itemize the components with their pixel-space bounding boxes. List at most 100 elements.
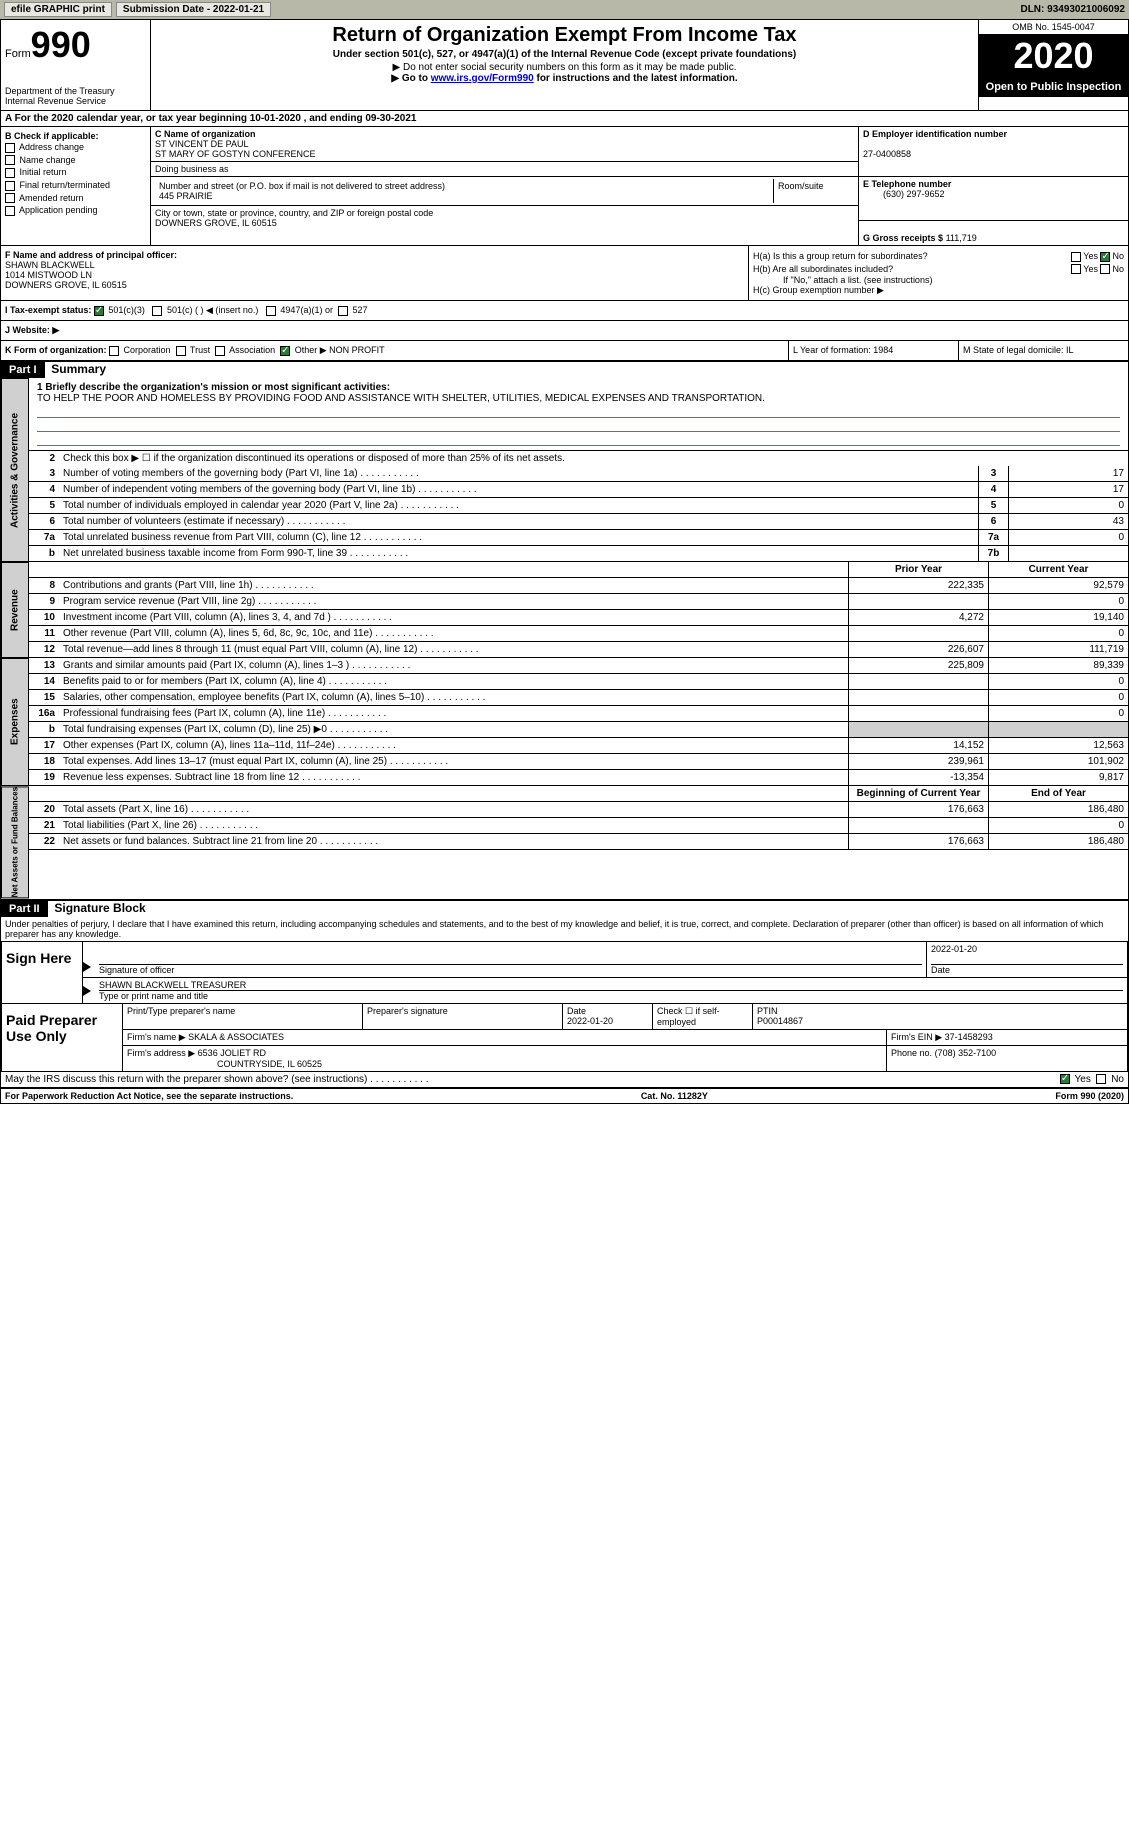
side-rev: Revenue — [1, 562, 29, 658]
irs-link[interactable]: www.irs.gov/Form990 — [431, 73, 534, 84]
tax-year: 2020 — [979, 35, 1128, 77]
section-fgh: F Name and address of principal officer:… — [1, 246, 1128, 301]
main-title: Return of Organization Exempt From Incom… — [155, 24, 974, 47]
declaration: Under penalties of perjury, I declare th… — [1, 917, 1128, 941]
section-b-row: B Check if applicable: Address change Na… — [1, 127, 1128, 246]
form-box: Form990 Department of the Treasury Inter… — [1, 20, 151, 110]
part1: Part I Summary Activities & Governance 1… — [1, 362, 1128, 900]
form-prefix: Form — [5, 48, 31, 60]
footer-left: For Paperwork Reduction Act Notice, see … — [5, 1091, 293, 1101]
state-domicile: M State of legal domicile: IL — [958, 341, 1128, 360]
discuss-row: May the IRS discuss this return with the… — [1, 1072, 1128, 1089]
paid-label: Paid Preparer Use Only — [2, 1004, 122, 1071]
mission-text: TO HELP THE POOR AND HOMELESS BY PROVIDI… — [37, 393, 765, 404]
dln-text: DLN: 93493021006092 — [1020, 4, 1125, 15]
ha-yes-check[interactable] — [1071, 252, 1081, 262]
hb-yes-check[interactable] — [1071, 264, 1081, 274]
current-hdr: Current Year — [988, 562, 1128, 577]
org-name-2: ST MARY OF GOSTYN CONFERENCE — [155, 149, 316, 159]
arrow-icon — [83, 986, 91, 996]
firm-addr2: COUNTRYSIDE, IL 60525 — [127, 1059, 322, 1069]
sig-name: SHAWN BLACKWELL TREASURER — [99, 980, 246, 990]
footer-mid: Cat. No. 11282Y — [641, 1091, 708, 1101]
phone-row: E Telephone number (630) 297-9652 — [859, 177, 1128, 221]
begin-hdr: Beginning of Current Year — [848, 786, 988, 801]
sig-date-val: 2022-01-20 — [931, 944, 977, 954]
col-h: H(a) Is this a group return for subordin… — [748, 246, 1128, 300]
website-row: J Website: ▶ — [1, 321, 1128, 341]
sign-here-row: Sign Here Signature of officer 2022-01-2… — [1, 941, 1128, 1004]
gross-amount: 111,719 — [946, 233, 977, 243]
ein-value: 27-0400858 — [863, 149, 911, 159]
open-public: Open to Public Inspection — [979, 77, 1128, 97]
part2-title: Signature Block — [50, 899, 149, 917]
prep-name-label: Print/Type preparer's name — [123, 1004, 363, 1029]
prep-phone: (708) 352-7100 — [935, 1048, 997, 1058]
prep-sig-label: Preparer's signature — [363, 1004, 563, 1029]
hb-label: H(b) Are all subordinates included? — [753, 264, 893, 275]
org-name-row: C Name of organization ST VINCENT DE PAU… — [151, 127, 858, 162]
preparer-row: Paid Preparer Use Only Print/Type prepar… — [1, 1004, 1128, 1072]
dba-row: Doing business as — [151, 162, 858, 177]
hb-note: If "No," attach a list. (see instruction… — [753, 275, 1124, 285]
omb-number: OMB No. 1545-0047 — [979, 20, 1128, 35]
prep-check: Check ☐ if self-employed — [653, 1004, 753, 1029]
subtitle: Under section 501(c), 527, or 4947(a)(1)… — [155, 49, 974, 60]
firm-ein: 37-1458293 — [945, 1032, 993, 1042]
k-left: K Form of organization: Corporation Trus… — [1, 341, 788, 360]
status-row: I Tax-exempt status: 501(c)(3) 501(c) ( … — [1, 301, 1128, 321]
hc-label: H(c) Group exemption number ▶ — [753, 285, 1124, 296]
officer-addr2: DOWNERS GROVE, IL 60515 — [5, 280, 127, 290]
ha-label: H(a) Is this a group return for subordin… — [753, 251, 928, 262]
form-container: Form990 Department of the Treasury Inter… — [0, 19, 1129, 1104]
officer-name: SHAWN BLACKWELL — [5, 260, 95, 270]
firm-addr1: 6536 JOLIET RD — [198, 1048, 266, 1058]
top-bar: efile GRAPHIC print Submission Date - 20… — [0, 0, 1129, 19]
year-formation: L Year of formation: 1984 — [788, 341, 958, 360]
ha-no-check[interactable] — [1100, 252, 1110, 262]
part2: Part II Signature Block Under penalties … — [1, 901, 1128, 1089]
prep-date: 2022-01-20 — [567, 1016, 613, 1026]
ptin: P00014867 — [757, 1016, 803, 1026]
k-row: K Form of organization: Corporation Trus… — [1, 341, 1128, 362]
other-check[interactable] — [280, 346, 290, 356]
submission-btn[interactable]: Submission Date - 2022-01-21 — [116, 2, 271, 17]
ein-row: D Employer identification number 27-0400… — [859, 127, 1128, 177]
part1-header: Part I — [1, 362, 45, 378]
col-b: B Check if applicable: Address change Na… — [1, 127, 151, 245]
b-label: B Check if applicable: — [5, 131, 146, 141]
end-hdr: End of Year — [988, 786, 1128, 801]
hb-no-check[interactable] — [1100, 264, 1110, 274]
city-row: City or town, state or province, country… — [151, 206, 858, 230]
omb-box: OMB No. 1545-0047 2020 Open to Public In… — [978, 20, 1128, 110]
footer-right: Form 990 (2020) — [1055, 1091, 1124, 1101]
part2-header: Part II — [1, 901, 48, 917]
addr-row: Number and street (or P.O. box if mail i… — [151, 177, 858, 206]
gross-row: G Gross receipts $ 111,719 — [859, 221, 1128, 245]
discuss-no[interactable] — [1096, 1074, 1106, 1084]
efile-btn[interactable]: efile GRAPHIC print — [4, 2, 112, 17]
arrow-icon — [83, 962, 91, 972]
note2: ▶ Go to www.irs.gov/Form990 for instruct… — [155, 73, 974, 84]
phone-value: (630) 297-9652 — [863, 189, 945, 199]
prior-hdr: Prior Year — [848, 562, 988, 577]
firm-name: SKALA & ASSOCIATES — [188, 1032, 284, 1042]
discuss-yes[interactable] — [1060, 1074, 1070, 1084]
line2: Check this box ▶ ☐ if the organization d… — [59, 451, 1128, 466]
501c3-check[interactable] — [94, 306, 104, 316]
room-label: Room/suite — [774, 179, 854, 203]
mission-box: 1 Briefly describe the organization's mi… — [29, 378, 1128, 451]
col-cd: C Name of organization ST VINCENT DE PAU… — [151, 127, 858, 245]
col-de: D Employer identification number 27-0400… — [858, 127, 1128, 245]
dept-text: Department of the Treasury Internal Reve… — [5, 86, 146, 106]
side-gov: Activities & Governance — [1, 378, 29, 562]
officer-addr1: 1014 MISTWOOD LN — [5, 270, 92, 280]
form-number: 990 — [31, 24, 91, 65]
other-val: NON PROFIT — [329, 345, 385, 355]
note1: ▶ Do not enter social security numbers o… — [155, 62, 974, 73]
side-exp: Expenses — [1, 658, 29, 786]
period-row: A For the 2020 calendar year, or tax yea… — [1, 111, 1128, 127]
title-box: Return of Organization Exempt From Incom… — [151, 20, 978, 110]
header-row: Form990 Department of the Treasury Inter… — [1, 20, 1128, 111]
org-name-1: ST VINCENT DE PAUL — [155, 139, 249, 149]
